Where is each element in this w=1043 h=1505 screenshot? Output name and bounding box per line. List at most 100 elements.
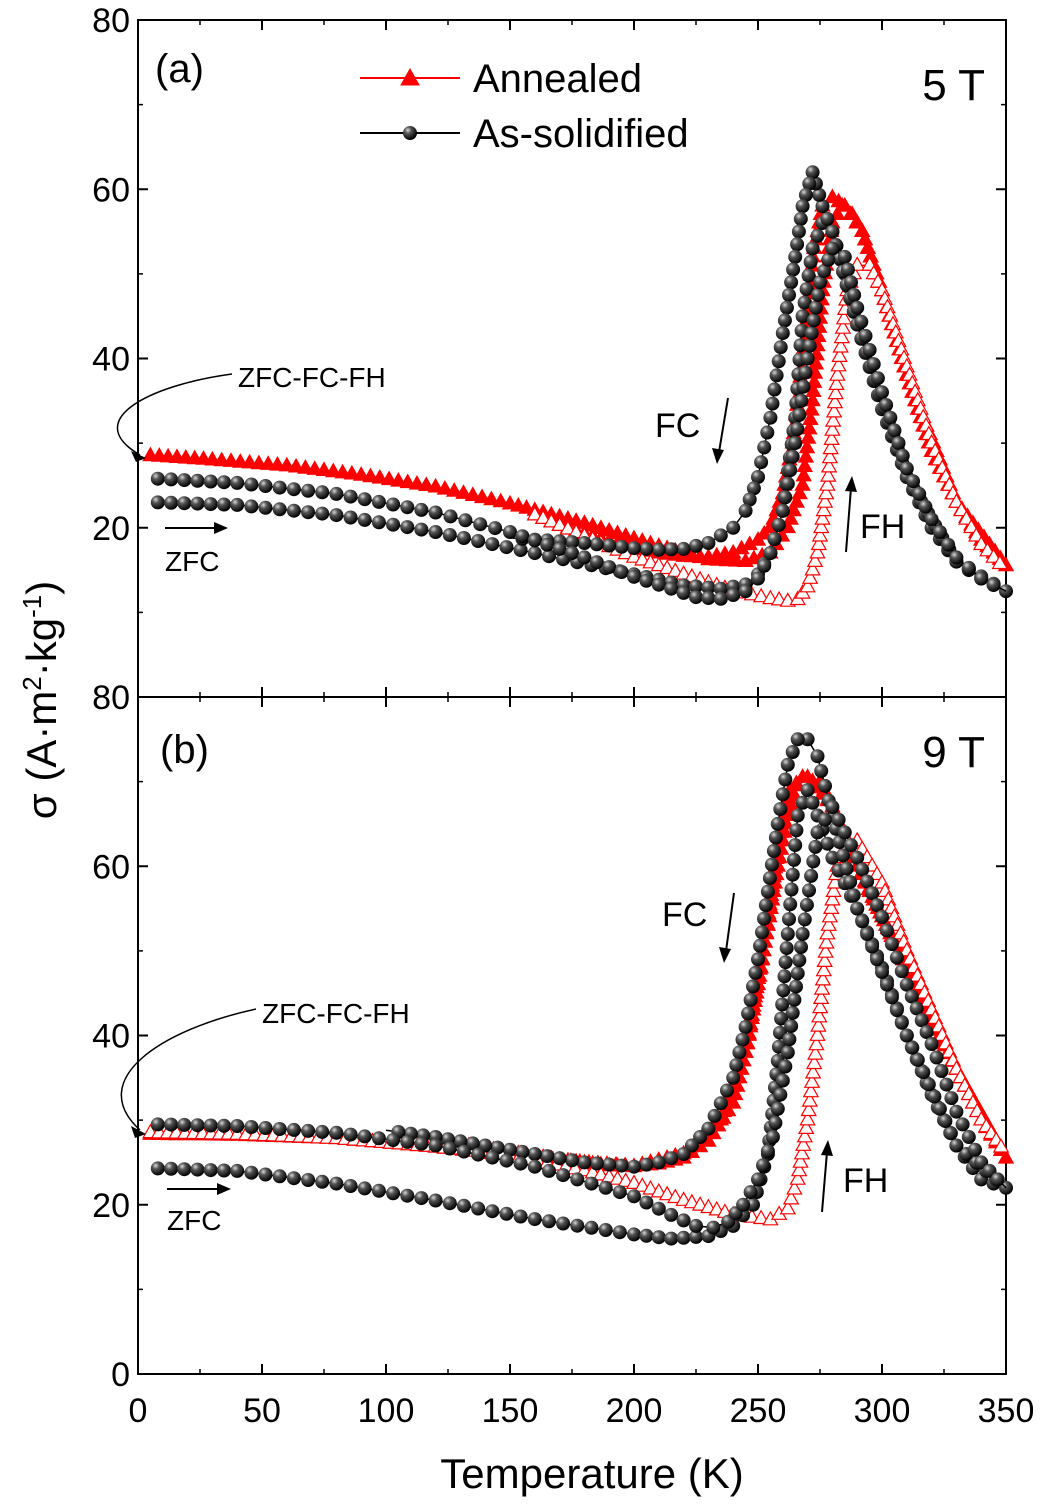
data-point-triangle bbox=[232, 453, 249, 468]
data-point-circle bbox=[301, 1123, 316, 1138]
data-point-circle bbox=[754, 455, 769, 470]
data-point-circle bbox=[779, 941, 794, 956]
data-point-circle bbox=[775, 326, 790, 341]
data-point-circle bbox=[244, 477, 259, 492]
data-point-triangle bbox=[473, 488, 491, 504]
y-axis-title-sup1: 2 bbox=[17, 676, 47, 690]
data-point-circle bbox=[943, 1126, 958, 1141]
data-point-circle bbox=[795, 309, 810, 324]
data-point-circle bbox=[821, 252, 836, 267]
series-line bbox=[534, 196, 1007, 567]
panel-0-annealed-fh-curve bbox=[526, 256, 1009, 607]
data-point-circle bbox=[757, 558, 772, 573]
data-point-triangle bbox=[811, 526, 829, 542]
data-point-circle bbox=[726, 588, 741, 602]
data-point-circle bbox=[763, 546, 778, 561]
data-point-triangle bbox=[825, 402, 843, 418]
data-point-circle bbox=[932, 1101, 947, 1116]
data-point-circle bbox=[938, 1114, 953, 1129]
data-point-circle bbox=[968, 1142, 982, 1157]
data-point-triangle bbox=[868, 865, 886, 881]
data-point-circle bbox=[177, 1162, 192, 1177]
data-point-circle bbox=[203, 474, 218, 489]
data-point-triangle bbox=[658, 1185, 676, 1201]
data-point-triangle bbox=[826, 393, 844, 409]
data-point-triangle bbox=[427, 477, 444, 493]
y-tick-label: 40 bbox=[92, 1018, 130, 1056]
data-point-circle bbox=[760, 884, 775, 899]
data-point-circle bbox=[944, 1091, 959, 1106]
panel-b-zfc-fc-fh-label: ZFC-FC-FH bbox=[262, 998, 410, 1029]
data-point-circle bbox=[726, 1070, 741, 1085]
data-point-triangle bbox=[464, 486, 482, 501]
data-point-circle bbox=[846, 888, 861, 903]
data-point-circle bbox=[757, 440, 772, 455]
data-point-triangle bbox=[642, 553, 659, 569]
data-point-triangle bbox=[543, 512, 560, 528]
data-point-circle bbox=[664, 1207, 679, 1222]
data-point-circle bbox=[614, 565, 629, 579]
data-point-triangle bbox=[831, 347, 848, 362]
data-point-triangle bbox=[825, 882, 842, 898]
data-point-triangle bbox=[812, 518, 830, 534]
data-point-circle bbox=[793, 211, 808, 226]
data-point-circle bbox=[808, 839, 823, 854]
data-point-circle bbox=[797, 295, 812, 310]
data-point-circle bbox=[651, 577, 666, 592]
data-point-circle bbox=[780, 757, 795, 772]
data-point-circle bbox=[639, 1157, 654, 1172]
data-point-triangle bbox=[815, 501, 832, 517]
data-point-circle bbox=[286, 1122, 301, 1137]
data-point-triangle bbox=[222, 452, 240, 467]
data-point-triangle bbox=[269, 455, 286, 471]
data-point-circle bbox=[767, 382, 782, 397]
panel-a-fc-arrow bbox=[718, 397, 729, 453]
data-point-circle bbox=[808, 300, 823, 315]
data-point-circle bbox=[844, 838, 858, 853]
data-point-circle bbox=[720, 1083, 734, 1098]
panel-b-label: (b) bbox=[160, 728, 209, 772]
data-point-circle bbox=[499, 1153, 514, 1168]
data-point-circle bbox=[919, 1025, 934, 1040]
data-point-circle bbox=[790, 808, 805, 823]
data-point-circle bbox=[883, 410, 898, 425]
data-point-circle bbox=[854, 314, 869, 329]
data-point-triangle bbox=[259, 455, 277, 470]
data-point-circle bbox=[577, 1155, 592, 1170]
data-point-triangle bbox=[791, 484, 808, 500]
data-point-circle bbox=[775, 997, 790, 1012]
data-point-triangle bbox=[985, 548, 1002, 563]
data-point-triangle bbox=[859, 239, 877, 254]
data-point-circle bbox=[726, 520, 741, 535]
data-point-circle bbox=[800, 783, 815, 798]
data-point-circle bbox=[565, 1153, 579, 1168]
data-point-circle bbox=[329, 1125, 344, 1140]
panel-a-zfc-label: ZFC bbox=[165, 546, 219, 577]
data-point-circle bbox=[701, 591, 716, 605]
panel-b-frame bbox=[137, 696, 1007, 1375]
data-point-triangle bbox=[650, 1182, 668, 1198]
data-point-triangle bbox=[782, 510, 799, 525]
data-point-circle bbox=[357, 1181, 372, 1196]
data-point-circle bbox=[825, 241, 840, 256]
data-point-circle bbox=[780, 476, 795, 491]
data-point-circle bbox=[767, 532, 782, 546]
data-point-triangle bbox=[786, 1179, 803, 1195]
data-point-circle bbox=[664, 1151, 679, 1166]
data-point-circle bbox=[556, 1216, 571, 1231]
data-point-triangle bbox=[204, 450, 221, 466]
data-point-circle bbox=[664, 581, 679, 596]
data-point-circle bbox=[804, 326, 819, 341]
data-point-circle bbox=[177, 1117, 192, 1132]
data-point-triangle bbox=[815, 961, 833, 977]
data-point-circle bbox=[503, 525, 517, 539]
data-point-circle bbox=[664, 542, 679, 557]
panel-a-fh-arrow bbox=[845, 487, 852, 553]
data-point-circle bbox=[783, 463, 798, 478]
data-point-circle bbox=[787, 992, 802, 1007]
data-point-circle bbox=[713, 581, 728, 596]
data-point-circle bbox=[760, 425, 775, 440]
data-point-circle bbox=[639, 1195, 654, 1210]
data-point-circle bbox=[527, 1147, 542, 1161]
data-point-circle bbox=[918, 499, 933, 514]
